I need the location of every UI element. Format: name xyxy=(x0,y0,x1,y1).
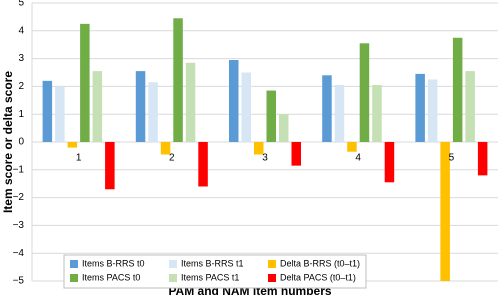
bar xyxy=(266,90,276,142)
bar xyxy=(347,142,357,152)
bar xyxy=(279,114,289,142)
y-tick-label: 5 xyxy=(18,0,24,9)
legend-label: Delta B-RRS (t0–t1) xyxy=(280,258,360,268)
bar xyxy=(359,43,370,143)
bar xyxy=(105,142,115,190)
bar xyxy=(241,72,251,142)
y-axis-label: Item score or delta score xyxy=(1,71,15,213)
x-tick-label: 4 xyxy=(355,153,361,164)
legend-swatch xyxy=(268,274,276,282)
legend: Items B-RRS t0 Items B-RRS t1 Delta B-RRS … xyxy=(63,254,367,289)
legend-swatch xyxy=(70,260,78,268)
legend-label: Delta PACS (t0–t1) xyxy=(280,272,356,282)
bar xyxy=(42,80,53,142)
y-tick-label: 1 xyxy=(18,109,24,120)
y-tick-label: −5 xyxy=(13,276,25,287)
bar xyxy=(254,142,264,155)
bar xyxy=(427,79,438,142)
bar xyxy=(465,71,475,142)
x-tick-label: 2 xyxy=(169,153,175,164)
bar xyxy=(384,142,395,183)
x-tick-label: 3 xyxy=(262,153,268,164)
bar xyxy=(372,85,382,142)
x-tick-label: 1 xyxy=(76,153,82,164)
y-tick-label: −2 xyxy=(13,192,25,203)
bar xyxy=(67,142,78,148)
x-tick-label: 5 xyxy=(449,153,455,164)
legend-swatch xyxy=(268,260,276,268)
bar xyxy=(80,23,90,143)
bar xyxy=(452,37,463,142)
legend-label: Items PACS t0 xyxy=(82,272,140,282)
legend-label: Items B-RRS t0 xyxy=(82,258,145,268)
y-tick-label: −4 xyxy=(13,248,25,259)
legend-swatch xyxy=(169,260,177,268)
bar xyxy=(92,71,103,142)
bar xyxy=(173,18,183,142)
bar xyxy=(477,142,488,176)
legend-label: Items B-RRS t1 xyxy=(181,258,244,268)
bar xyxy=(229,59,239,142)
bar xyxy=(334,85,345,142)
bar xyxy=(55,86,65,142)
y-tick-label: −1 xyxy=(13,164,25,175)
y-tick-label: 2 xyxy=(18,81,24,92)
bar xyxy=(160,142,171,155)
bar xyxy=(148,82,158,142)
bar xyxy=(322,75,332,142)
y-tick-label: 4 xyxy=(18,25,24,36)
y-tick-label: −3 xyxy=(13,220,25,231)
bar xyxy=(415,73,425,142)
y-tick-label: 3 xyxy=(18,53,24,64)
bar xyxy=(185,62,196,142)
bar xyxy=(198,142,208,187)
y-tick-label: 0 xyxy=(18,137,24,148)
legend-swatch xyxy=(70,274,78,282)
legend-box xyxy=(63,254,367,289)
bar xyxy=(135,71,146,142)
bar xyxy=(440,142,450,281)
legend-label: Items PACS t1 xyxy=(181,272,239,282)
legend-swatch xyxy=(169,274,177,282)
bar xyxy=(291,142,301,166)
